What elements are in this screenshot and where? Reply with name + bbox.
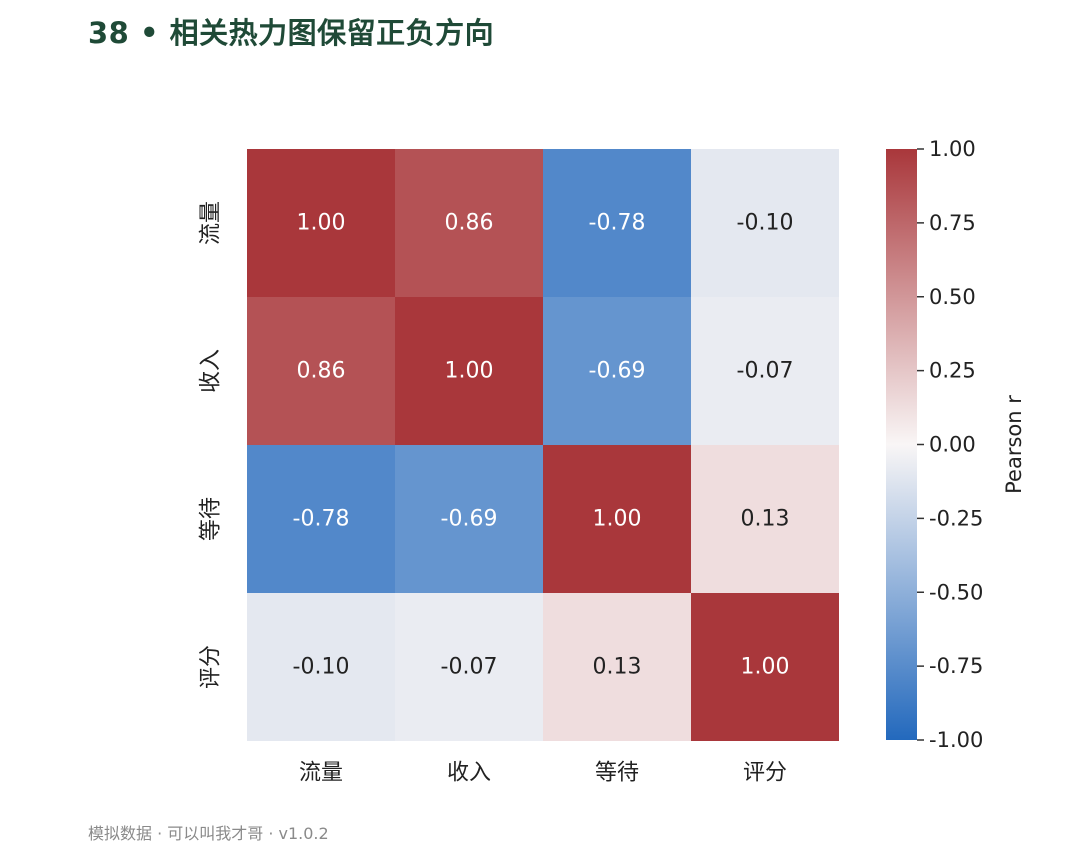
cell-value-label: -0.69 [589,359,646,384]
heatmap-cell [395,149,543,297]
cell-value-label: 1.00 [445,359,494,384]
colorbar-tick-label: -0.25 [929,506,983,530]
colorbar-tick-label: -1.00 [929,728,983,752]
cell-value-label: -0.10 [737,211,794,236]
cell-value-label: 1.00 [593,507,642,532]
heatmap-cell [543,445,691,593]
cell-value-label: -0.10 [293,655,350,680]
heatmap-cell [395,445,543,593]
cell-value-label: 0.86 [445,211,494,236]
heatmap-cell [395,297,543,445]
cell-value-label: -0.07 [737,359,794,384]
cell-value-label: -0.78 [589,211,646,236]
x-tick-label: 等待 [595,761,639,786]
cell-value-label: -0.07 [441,655,498,680]
cell-value-label: 0.13 [741,507,790,532]
heatmap-cell [543,149,691,297]
cell-value-label: -0.69 [441,507,498,532]
heatmap-cell [543,593,691,741]
heatmap-cell [691,297,839,445]
y-tick-label: 流量 [199,201,224,245]
y-tick-label: 评分 [199,645,224,689]
colorbar-tick-label: -0.75 [929,654,983,678]
colorbar-tick-label: 0.00 [929,433,976,457]
colorbar-tick-label: 0.25 [929,359,976,383]
y-tick-label: 等待 [199,497,224,541]
colorbar: 1.00 0.75 0.50 0.25 0.00 -0.25 -0.50 -0.75 -1.00… [886,137,1026,752]
heatmap-cells: 1.00 0.86 -0.78 -0.10 0.86 1.00 -0.69 -0.07 -0.7… [247,149,839,741]
heatmap-cell [691,593,839,741]
heatmap-cell [691,445,839,593]
x-tick-label: 评分 [743,761,787,786]
cell-value-label: 0.86 [297,359,346,384]
heatmap-cell [247,593,395,741]
x-tick-label: 流量 [299,761,343,786]
heatmap-cell [247,297,395,445]
footer-note: 模拟数据 · 可以叫我才哥 · v1.0.2 [88,824,329,843]
cell-value-label: 0.13 [593,655,642,680]
x-tick-label: 收入 [447,761,491,786]
heatmap-cell [395,593,543,741]
x-axis-labels: 流量 收入 等待 评分 [299,761,787,786]
colorbar-tick-label: 1.00 [929,137,976,161]
page-title: 38 • 相关热力图保留正负方向 [88,16,495,50]
colorbar-label: Pearson r [1002,395,1026,494]
heatmap-cell [247,445,395,593]
colorbar-tick-label: -0.50 [929,580,983,604]
colorbar-tick-label: 0.50 [929,285,976,309]
cell-value-label: -0.78 [293,507,350,532]
y-tick-label: 收入 [199,349,224,393]
heatmap-cell [543,297,691,445]
colorbar-gradient [886,149,917,740]
colorbar-tick-label: 0.75 [929,211,976,235]
heatmap-cell [691,149,839,297]
cell-value-label: 1.00 [297,211,346,236]
cell-value-label: 1.00 [741,655,790,680]
heatmap-cell [247,149,395,297]
